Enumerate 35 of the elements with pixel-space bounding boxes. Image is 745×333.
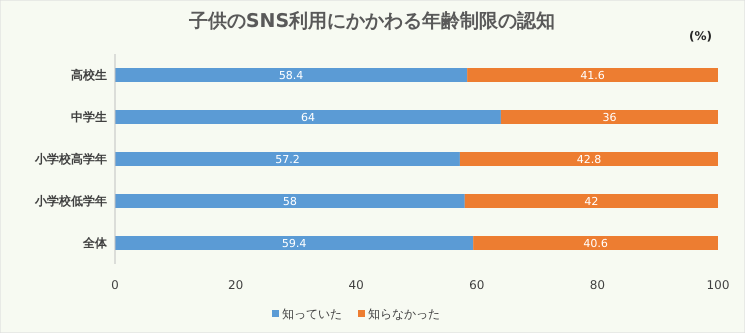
data-label: 40.6 <box>583 237 608 250</box>
bar <box>115 194 465 208</box>
y-tick-label: 中学生 <box>71 110 107 124</box>
x-tick-label: 80 <box>590 278 606 292</box>
bar <box>115 110 501 124</box>
data-label: 42 <box>584 195 598 208</box>
bar <box>115 152 460 166</box>
data-label: 36 <box>602 111 616 124</box>
data-label: 59.4 <box>282 237 306 250</box>
legend-label: 知らなかった <box>368 307 440 321</box>
data-label: 41.6 <box>580 69 605 82</box>
data-label: 64 <box>300 111 315 124</box>
bar <box>460 152 718 166</box>
text: (%) <box>689 29 712 43</box>
bar <box>464 194 718 208</box>
bar <box>500 110 718 124</box>
bar <box>115 236 474 250</box>
bar <box>473 236 718 250</box>
legend-label: 知っていた <box>282 307 342 321</box>
x-tick-label: 100 <box>706 278 730 292</box>
bar <box>467 68 718 82</box>
bar <box>115 68 468 82</box>
x-tick-label: 20 <box>228 278 244 292</box>
y-tick-label: 小学校高学年 <box>34 152 107 166</box>
data-label: 42.8 <box>576 153 602 166</box>
y-tick-label: 小学校低学年 <box>34 194 107 208</box>
x-tick-label: 60 <box>469 278 484 292</box>
data-label: 58 <box>282 195 297 208</box>
y-tick-label: 全体 <box>82 236 108 250</box>
x-tick-label: 0 <box>111 278 119 292</box>
data-label: 57.2 <box>275 153 300 166</box>
chart-title: 子供のSNS利用にかかわる年齢制限の認知 <box>188 10 556 32</box>
data-label: 58.4 <box>278 69 304 82</box>
x-tick-label: 40 <box>348 278 364 292</box>
y-tick-label: 高校生 <box>71 68 107 82</box>
